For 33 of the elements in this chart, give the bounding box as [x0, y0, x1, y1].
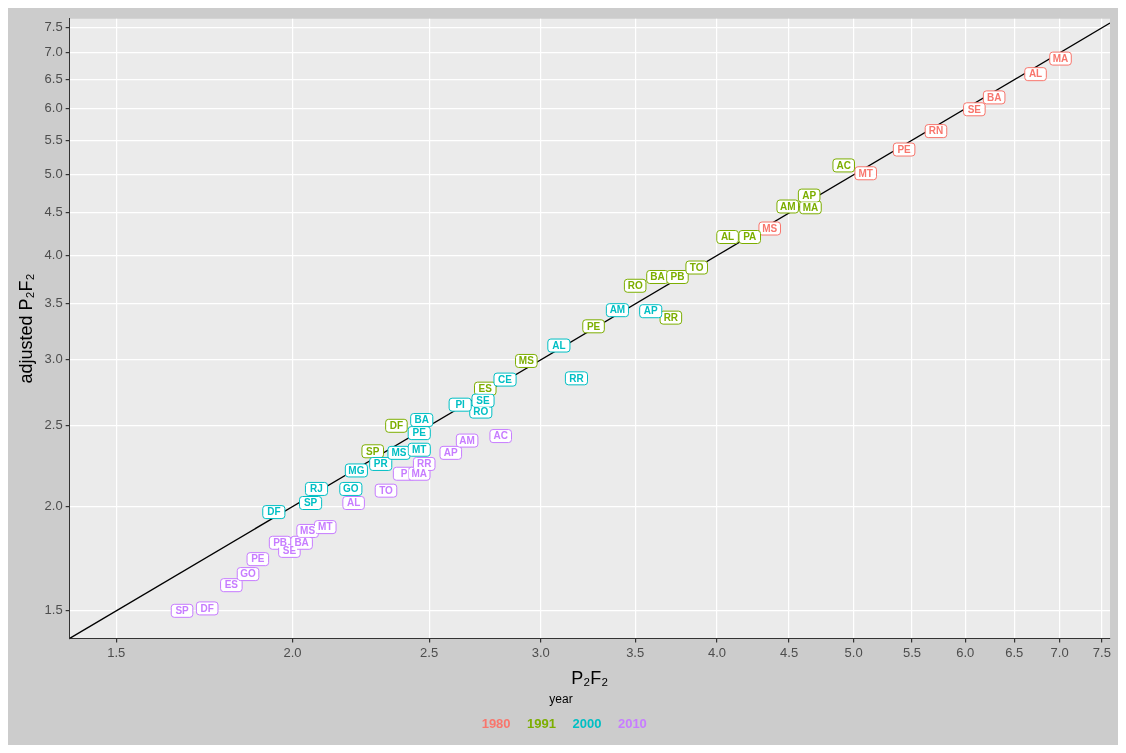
- x-tick-label: 5.0: [844, 644, 863, 660]
- text: 2010: [617, 716, 647, 732]
- y-tick-label: 5.5: [44, 131, 63, 147]
- text: 1991: [527, 716, 556, 732]
- text: 2000: [572, 716, 602, 732]
- y-tick-label: 7.0: [44, 44, 63, 60]
- x-tick-label: 7.5: [1092, 644, 1111, 660]
- y-tick-label: 2.5: [44, 417, 63, 433]
- y-tick-label: 7.5: [44, 19, 63, 35]
- x-tick-label: 3.0: [531, 644, 550, 660]
- text: 1980: [481, 716, 511, 732]
- x-tick-label: 4.0: [707, 644, 726, 660]
- x-axis-title: P₂F₂: [571, 667, 609, 688]
- x-tick-label: 2.5: [420, 644, 439, 660]
- x-tick-label: 1.5: [107, 644, 126, 660]
- y-tick-label: 3.0: [44, 351, 63, 367]
- y-tick-label: 1.5: [44, 602, 63, 618]
- x-tick-label: 2.0: [283, 644, 302, 660]
- x-tick-label: 6.5: [1005, 644, 1024, 660]
- legend-title: year: [549, 691, 573, 706]
- x-tick-label: 7.0: [1050, 644, 1069, 660]
- y-tick-label: 4.5: [44, 204, 63, 220]
- y-tick-label: 6.5: [44, 71, 63, 87]
- y-tick-label: 2.0: [44, 498, 63, 514]
- x-tick-label: 4.5: [780, 644, 799, 660]
- y-tick-label: 6.0: [44, 100, 63, 116]
- y-tick-label: 3.5: [44, 295, 63, 311]
- y-axis-title: adjusted P₂F₂: [15, 273, 36, 384]
- x-tick-label: 5.5: [902, 644, 921, 660]
- x-tick-label: 6.0: [956, 644, 975, 660]
- y-tick-label: 4.0: [44, 247, 63, 263]
- x-tick-label: 3.5: [626, 644, 645, 660]
- y-tick-label: 5.0: [44, 166, 63, 182]
